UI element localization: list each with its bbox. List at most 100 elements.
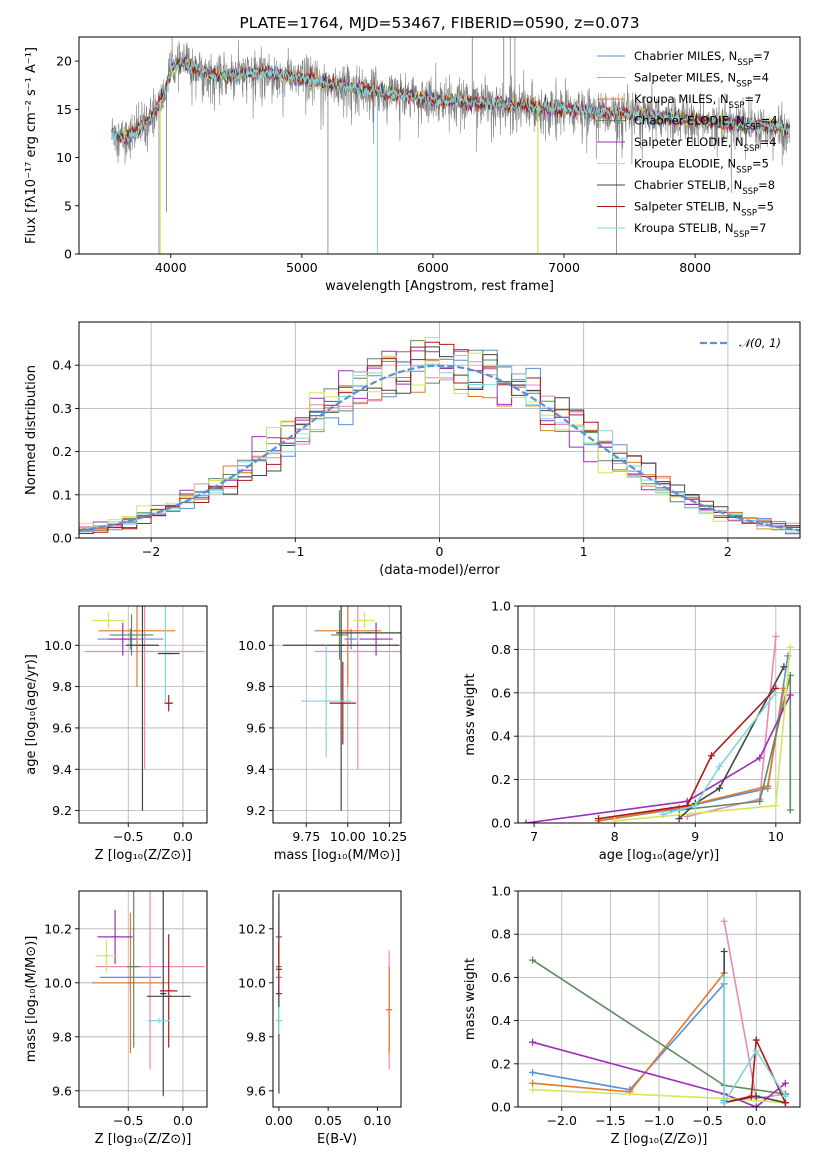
x-axis-label: age [log₁₀(age/yr)]: [599, 848, 720, 863]
plot-area-spectrum: [111, 37, 790, 254]
histogram-step: [79, 346, 800, 531]
errorbar-point: [147, 1017, 170, 1024]
errorbar-point: [314, 606, 401, 770]
axes-age-vs-Z: −0.5 0.0 9.2 9.4 9.6 9.8 10.0 Z [log₁₀(Z/Z⊙)] ag…: [24, 605, 208, 863]
axes-mass-weight-vs-Z: −2.0 −1.5 −1.0 −0.5 0.0 0.0 0.2 0.4 0.6 0.8 1.0 Z […: [463, 884, 801, 1147]
x-tick-label: −1: [286, 544, 304, 559]
plus-marker: [752, 1047, 760, 1055]
plus-marker: [522, 819, 530, 823]
x-tick-label: 10: [768, 829, 784, 844]
x-tick-label: 6000: [417, 260, 449, 275]
y-tick-label: 0.4: [52, 358, 72, 373]
errorbar-point: [301, 645, 352, 757]
series-line: [598, 687, 777, 820]
errorbar-point: [92, 912, 169, 1053]
legend-entry: Salpeter STELIB, NSSP=5: [634, 200, 774, 219]
errorbar-point: [329, 661, 357, 745]
errorbar-point: [92, 612, 125, 629]
plus-marker: [786, 691, 794, 699]
x-axis-label: wavelength [Angstrom, rest frame]: [325, 279, 554, 294]
plus-marker: [781, 1079, 789, 1087]
y-tick-label: 0.3: [52, 401, 72, 416]
x-tick-label: −0.5: [113, 1113, 143, 1128]
plus-marker: [780, 663, 788, 671]
plus-marker: [720, 947, 728, 955]
plus-marker: [715, 784, 723, 792]
y-tick-label: 10.2: [44, 921, 72, 936]
plot-area-age-vs-mass: [273, 606, 401, 823]
y-tick-label: 0.0: [491, 816, 511, 831]
y-axis-label: mass [log₁₀(M/M⊙)]: [24, 936, 39, 1063]
x-tick-label: 0.0: [173, 829, 193, 844]
y-tick-label: 0.2: [52, 444, 72, 459]
series-line: [724, 1036, 787, 1104]
series-line: [532, 981, 725, 1101]
axes-mass-vs-ebv: 0.00 0.05 0.10 9.6 9.8 10.0 10.2 E(B-V): [238, 890, 402, 1147]
legend: Chabrier MILES, NSSP=7 Salpeter MILES, NS…: [597, 49, 778, 240]
x-tick-label: 7000: [548, 260, 580, 275]
errorbar-point: [98, 606, 176, 687]
x-axis-label: (data-model)/error: [379, 563, 500, 578]
plus-marker: [781, 1092, 789, 1100]
plus-marker: [781, 1099, 789, 1107]
x-tick-label: 9.75: [292, 829, 320, 844]
legend-entry: Chabrier STELIB, NSSP=8: [634, 178, 775, 197]
y-tick-label: 0.6: [491, 970, 511, 985]
y-tick-label: 0.4: [491, 729, 511, 744]
errorbar-point: [160, 891, 167, 1097]
y-tick-label: 9.6: [52, 1083, 72, 1098]
x-tick-label: −0.5: [692, 1113, 722, 1128]
legend-entry: 𝒩(0, 1): [739, 336, 781, 350]
plus-marker: [756, 797, 764, 805]
y-tick-label: 0.6: [491, 685, 511, 700]
y-tick-label: 10.0: [238, 975, 266, 990]
axes-mass-weight-vs-age: 7 8 9 10 0.0 0.2 0.4 0.6 0.8 1.0 age [log₁₀(age/yr…: [463, 599, 801, 863]
legend: 𝒩(0, 1): [700, 336, 781, 350]
plus-marker: [611, 817, 619, 823]
plus-marker: [756, 754, 764, 762]
series-line: [678, 666, 785, 820]
errorbar-point: [127, 891, 141, 1048]
y-tick-label: 9.2: [246, 803, 266, 818]
x-tick-label: −2.0: [547, 1113, 577, 1128]
y-tick-label: 10: [56, 150, 72, 165]
errorbar-point: [109, 614, 154, 656]
y-tick-label: 0.4: [491, 1013, 511, 1028]
x-tick-label: 2: [724, 544, 732, 559]
series-line: [532, 972, 725, 1093]
chart-title: PLATE=1764, MJD=53467, FIBERID=0590, z=0…: [239, 14, 639, 32]
axes-frame: [272, 890, 402, 1108]
y-axis-label: age [log₁₀(age/yr)]: [24, 654, 39, 775]
x-tick-label: 9: [691, 829, 699, 844]
errorbar-point: [354, 612, 375, 629]
plot-area-residuals: [79, 322, 800, 538]
plus-marker: [691, 802, 699, 810]
y-tick-label: 15: [56, 102, 72, 117]
errorbar-point: [386, 966, 393, 1053]
plus-marker: [786, 643, 794, 651]
errorbar-point: [95, 939, 118, 972]
axes-frame: [517, 605, 801, 824]
x-axis-label: Z [log₁₀(Z/Z⊙)]: [95, 848, 192, 863]
axes-residuals: −2 −1 0 1 2 0.0 0.1 0.2 0.3 0.4 (data-model)/error…: [24, 321, 801, 578]
plus-marker: [707, 752, 715, 760]
plus-marker: [529, 1079, 537, 1087]
x-axis-label: Z [log₁₀(Z/Z⊙)]: [611, 1132, 708, 1147]
plus-marker: [529, 1038, 537, 1046]
y-tick-label: 10.0: [44, 638, 72, 653]
legend-entry: Chabrier ELODIE, NSSP=4: [634, 114, 778, 133]
x-tick-label: 10.00: [330, 829, 366, 844]
y-tick-label: 1.0: [491, 599, 511, 614]
x-tick-label: 5000: [286, 260, 318, 275]
x-tick-label: 7: [530, 829, 538, 844]
y-tick-label: 10.2: [238, 921, 266, 936]
y-tick-label: 9.2: [52, 803, 72, 818]
errorbar-point: [108, 622, 137, 656]
axes-frame: [272, 605, 402, 824]
plus-marker: [772, 689, 780, 697]
axes-frame: [78, 321, 801, 539]
plus-marker: [675, 815, 683, 823]
series-line: [662, 692, 777, 816]
y-axis-label: mass weight: [463, 673, 478, 755]
